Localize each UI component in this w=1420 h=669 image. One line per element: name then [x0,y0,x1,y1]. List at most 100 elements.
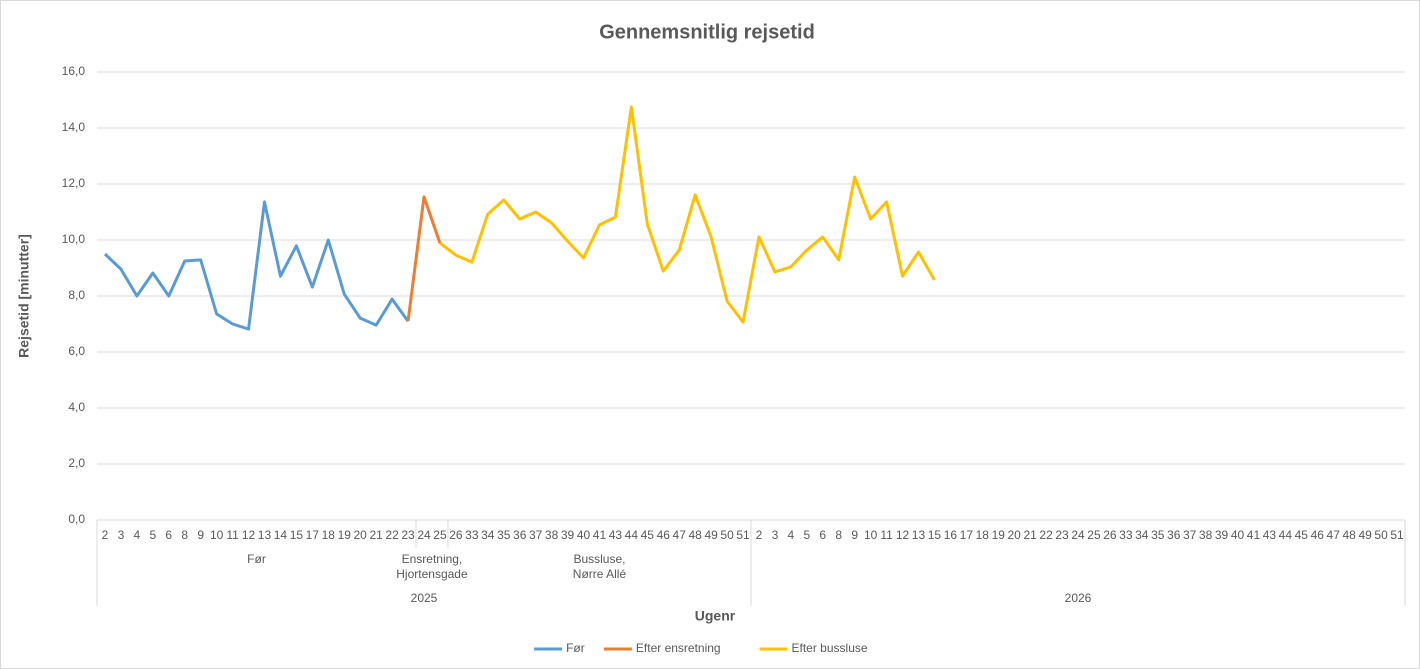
x-tick-label: 12 [242,528,256,542]
x-tick-label: 8 [181,528,188,542]
x-tick-label: 48 [1342,528,1356,542]
series-line [439,105,936,324]
y-axis-label: Rejsetid [minutter] [16,234,32,358]
x-tick-label: 44 [625,528,639,542]
y-tick-label: 0,0 [68,512,85,526]
y-tick-label: 6,0 [68,344,85,358]
year-label: 2025 [411,591,438,605]
legend-label: Efter bussluse [792,641,868,655]
group-label: Nørre Allé [573,567,627,581]
x-tick-label: 51 [1390,528,1404,542]
x-tick-label: 21 [1023,528,1037,542]
y-tick-label: 16,0 [62,64,86,78]
x-tick-label: 26 [1103,528,1117,542]
x-tick-label: 44 [1279,528,1293,542]
x-tick-label: 38 [1199,528,1213,542]
x-tick-label: 25 [433,528,447,542]
x-tick-label: 9 [197,528,204,542]
x-tick-label: 49 [1358,528,1372,542]
x-tick-label: 23 [1055,528,1069,542]
x-tick-label: 40 [1231,528,1245,542]
y-tick-label: 4,0 [68,400,85,414]
x-tick-label: 35 [497,528,511,542]
x-tick-label: 5 [149,528,156,542]
x-tick-label: 3 [118,528,125,542]
x-tick-label: 34 [1135,528,1149,542]
x-tick-label: 49 [704,528,718,542]
x-tick-label: 15 [928,528,942,542]
x-tick-label: 46 [657,528,671,542]
x-tick-label: 26 [449,528,463,542]
y-tick-label: 8,0 [68,288,85,302]
x-tick-label: 11 [226,528,239,542]
x-tick-label: 2 [756,528,763,542]
group-label: Bussluse, [573,552,625,566]
y-tick-label: 2,0 [68,456,85,470]
legend-label: Før [566,641,585,655]
x-tick-label: 39 [1215,528,1229,542]
x-tick-label: 8 [835,528,842,542]
x-tick-label: 37 [529,528,543,542]
x-tick-label: 20 [354,528,368,542]
x-tick-label: 13 [912,528,926,542]
x-tick-label: 4 [788,528,795,542]
x-tick-label: 5 [803,528,810,542]
x-tick-label: 15 [290,528,304,542]
x-tick-label: 10 [864,528,878,542]
x-tick-label: 25 [1087,528,1101,542]
x-tick-label: 16 [944,528,958,542]
x-tick-label: 6 [165,528,172,542]
x-tick-label: 22 [1039,528,1053,542]
x-tick-label: 39 [561,528,575,542]
x-axis-label: Ugenr [695,608,736,624]
legend-label: Efter ensretning [636,641,721,655]
x-tick-label: 41 [593,528,607,542]
group-label: Hjortensgade [396,567,468,581]
x-tick-label: 51 [736,528,750,542]
x-tick-label: 10 [210,528,224,542]
x-tick-label: 48 [688,528,702,542]
x-tick-label: 18 [976,528,990,542]
x-tick-label: 21 [369,528,383,542]
y-tick-label: 12,0 [62,176,86,190]
year-label: 2026 [1065,591,1092,605]
series-line [406,195,442,322]
chart-title: Gennemsnitlig rejsetid [599,21,815,43]
x-tick-label: 18 [322,528,336,542]
x-tick-label: 43 [609,528,623,542]
x-tick-label: 2 [102,528,109,542]
y-tick-label: 14,0 [62,120,86,134]
x-tick-label: 9 [851,528,858,542]
x-tick-label: 17 [306,528,320,542]
x-tick-label: 20 [1008,528,1022,542]
x-tick-label: 13 [258,528,272,542]
y-tick-label: 10,0 [62,232,86,246]
x-tick-label: 38 [545,528,559,542]
x-tick-label: 47 [673,528,687,542]
x-tick-label: 24 [417,528,431,542]
x-tick-label: 46 [1311,528,1325,542]
x-tick-label: 14 [274,528,288,542]
x-tick-label: 36 [513,528,527,542]
x-tick-label: 45 [641,528,655,542]
x-tick-label: 19 [992,528,1006,542]
x-tick-label: 50 [1374,528,1388,542]
group-label: Ensretning, [402,552,463,566]
x-tick-label: 33 [465,528,479,542]
x-tick-label: 3 [772,528,779,542]
x-tick-label: 33 [1119,528,1133,542]
x-tick-label: 47 [1327,528,1341,542]
x-tick-label: 4 [134,528,141,542]
x-tick-label: 43 [1263,528,1277,542]
x-tick-label: 35 [1151,528,1165,542]
x-tick-label: 36 [1167,528,1181,542]
x-tick-label: 22 [385,528,399,542]
x-tick-label: 17 [960,528,974,542]
x-tick-label: 23 [401,528,415,542]
x-tick-label: 12 [896,528,910,542]
x-tick-label: 50 [720,528,734,542]
x-tick-label: 37 [1183,528,1197,542]
x-tick-label: 19 [338,528,352,542]
